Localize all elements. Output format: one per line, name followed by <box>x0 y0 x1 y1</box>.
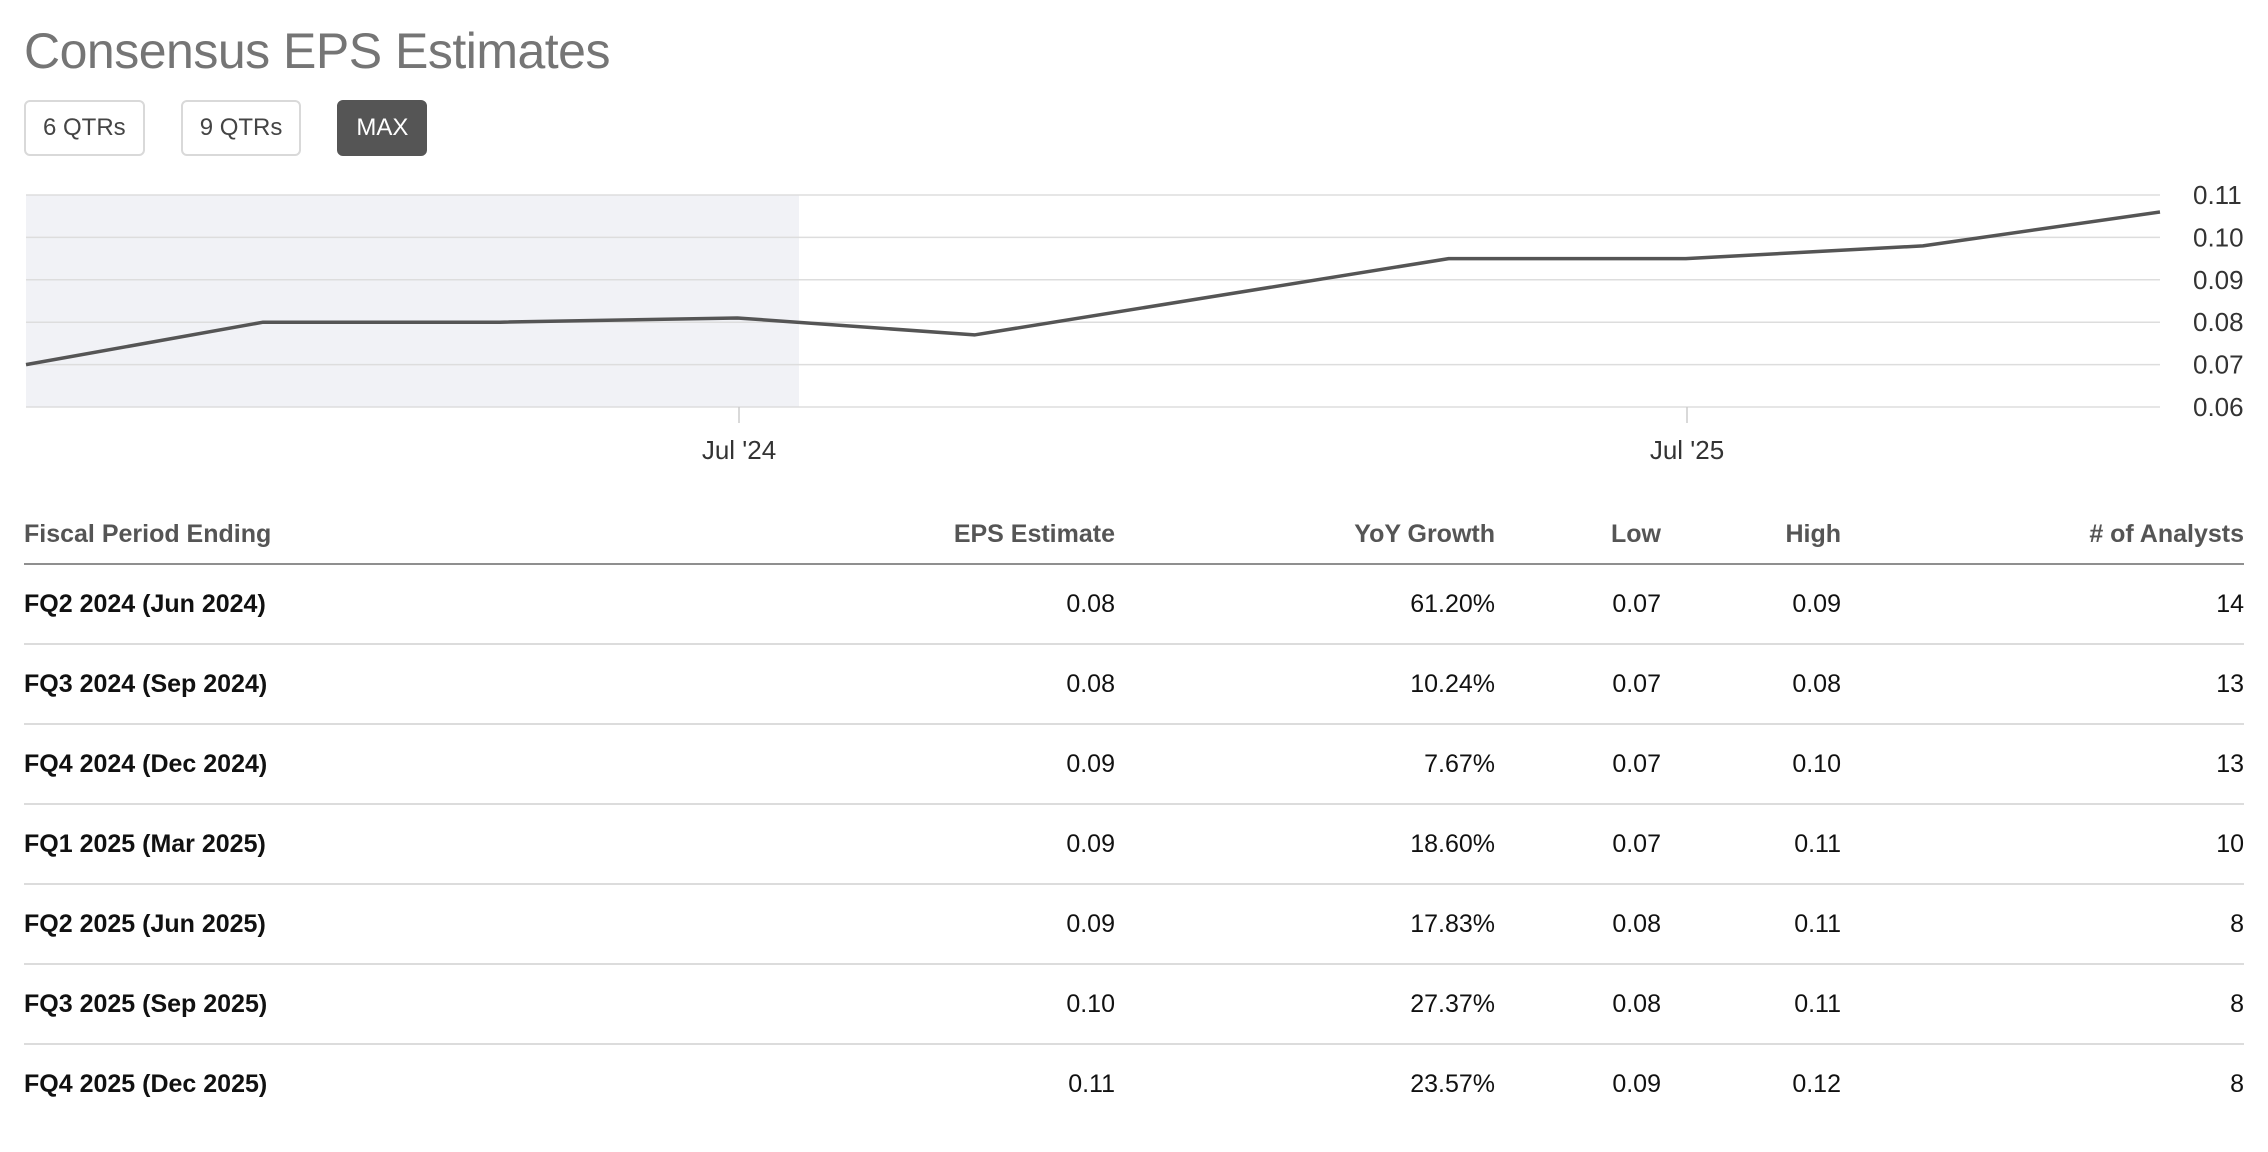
low-cell: 0.07 <box>1495 804 1661 885</box>
historical-shade <box>26 195 799 407</box>
analysts-cell: 10 <box>1841 804 2244 885</box>
range-max-button[interactable]: MAX <box>337 100 428 156</box>
analysts-cell: 13 <box>1841 644 2244 725</box>
high-cell: 0.11 <box>1661 804 1841 885</box>
eps-estimate-cell: 0.09 <box>624 884 1115 965</box>
eps-estimates-table: Fiscal Period Ending EPS Estimate YoY Gr… <box>24 505 2244 1123</box>
yoy-growth-cell: 18.60% <box>1115 804 1495 885</box>
yoy-growth-cell: 27.37% <box>1115 964 1495 1045</box>
period-cell: FQ2 2025 (Jun 2025) <box>24 884 624 965</box>
col-header-high: High <box>1661 505 1841 565</box>
period-cell: FQ4 2025 (Dec 2025) <box>24 1069 268 1098</box>
analysts-cell: 8 <box>1841 884 2244 965</box>
col-header-low: Low <box>1495 505 1661 565</box>
yoy-growth-cell: 10.24% <box>1115 644 1495 725</box>
low-cell: 0.07 <box>1495 564 1661 645</box>
low-cell: 0.08 <box>1495 964 1661 1045</box>
high-cell: 0.09 <box>1661 564 1841 645</box>
eps-estimate-cell: 0.09 <box>624 804 1115 885</box>
y-tick-label: 0.08 <box>2193 307 2244 337</box>
table-header-row: Fiscal Period Ending EPS Estimate YoY Gr… <box>24 505 2244 565</box>
eps-estimate-cell: 0.08 <box>624 564 1115 645</box>
y-tick-label: 0.07 <box>2193 350 2244 380</box>
low-cell: 0.08 <box>1495 884 1661 965</box>
table-row: FQ2 2025 (Jun 2025) 0.09 17.83% 0.08 0.1… <box>24 884 2244 965</box>
analysts-cell: 14 <box>1841 564 2244 645</box>
high-cell: 0.11 <box>1661 884 1841 965</box>
analysts-cell: 8 <box>2230 1069 2244 1098</box>
col-header-yoy-growth: YoY Growth <box>1115 505 1495 565</box>
yoy-growth-cell: 61.20% <box>1115 564 1495 645</box>
period-cell: FQ3 2024 (Sep 2024) <box>24 644 624 725</box>
analysts-cell: 8 <box>1841 964 2244 1045</box>
table-row: FQ4 2025 (Dec 2025) 0.11 23.57% 0.09 0.1… <box>24 1044 2244 1123</box>
high-cell: 0.10 <box>1661 724 1841 805</box>
range-selector: 6 QTRs 9 QTRs MAX <box>24 100 428 156</box>
range-6-qtrs-button[interactable]: 6 QTRs <box>24 100 145 156</box>
range-9-qtrs-button[interactable]: 9 QTRs <box>180 100 302 156</box>
table-row: FQ4 2024 (Dec 2024) 0.09 7.67% 0.07 0.10… <box>24 724 2244 805</box>
col-header-period: Fiscal Period Ending <box>24 505 624 565</box>
table-row: FQ3 2024 (Sep 2024) 0.08 10.24% 0.07 0.0… <box>24 644 2244 725</box>
y-tick-label: 0.06 <box>2193 392 2244 422</box>
low-cell: 0.09 <box>1612 1069 1661 1098</box>
eps-estimate-cell: 0.10 <box>624 964 1115 1045</box>
period-cell: FQ1 2025 (Mar 2025) <box>24 804 624 885</box>
table-row: FQ1 2025 (Mar 2025) 0.09 18.60% 0.07 0.1… <box>24 804 2244 885</box>
low-cell: 0.07 <box>1495 644 1661 725</box>
col-header-analysts: # of Analysts <box>1841 505 2244 565</box>
y-axis-ticks: 0.11 0.10 0.09 0.08 0.07 0.06 <box>2193 180 2244 422</box>
eps-estimate-cell: 0.09 <box>624 724 1115 805</box>
analysts-cell: 13 <box>1841 724 2244 805</box>
yoy-growth-cell: 17.83% <box>1115 884 1495 965</box>
table-row: FQ3 2025 (Sep 2025) 0.10 27.37% 0.08 0.1… <box>24 964 2244 1045</box>
eps-estimate-cell: 0.08 <box>624 644 1115 725</box>
low-cell: 0.07 <box>1495 724 1661 805</box>
col-header-eps-estimate: EPS Estimate <box>624 505 1115 565</box>
y-tick-label: 0.11 <box>2193 180 2242 210</box>
x-axis-ticks: Jul '24 Jul '25 <box>702 407 1724 465</box>
table-row: FQ2 2024 (Jun 2024) 0.08 61.20% 0.07 0.0… <box>24 564 2244 645</box>
eps-series-line <box>25 210 2161 367</box>
eps-chart: 0.11 0.10 0.09 0.08 0.07 0.06 Jul '24 Jul '25 <box>25 180 2244 465</box>
x-tick-label: Jul '25 <box>1650 435 1724 465</box>
yoy-growth-cell: 23.57% <box>1410 1069 1495 1098</box>
high-cell: 0.11 <box>1661 964 1841 1045</box>
eps-estimate-cell: 0.11 <box>1068 1069 1115 1098</box>
high-cell: 0.08 <box>1661 644 1841 725</box>
high-cell: 0.12 <box>1792 1069 1841 1098</box>
yoy-growth-cell: 7.67% <box>1115 724 1495 805</box>
period-cell: FQ4 2024 (Dec 2024) <box>24 724 624 805</box>
page-title: Consensus EPS Estimates <box>24 23 611 79</box>
period-cell: FQ3 2025 (Sep 2025) <box>24 964 624 1045</box>
y-tick-label: 0.10 <box>2193 222 2244 252</box>
x-tick-label: Jul '24 <box>702 435 776 465</box>
period-cell: FQ2 2024 (Jun 2024) <box>24 564 624 645</box>
y-tick-label: 0.09 <box>2193 265 2244 295</box>
